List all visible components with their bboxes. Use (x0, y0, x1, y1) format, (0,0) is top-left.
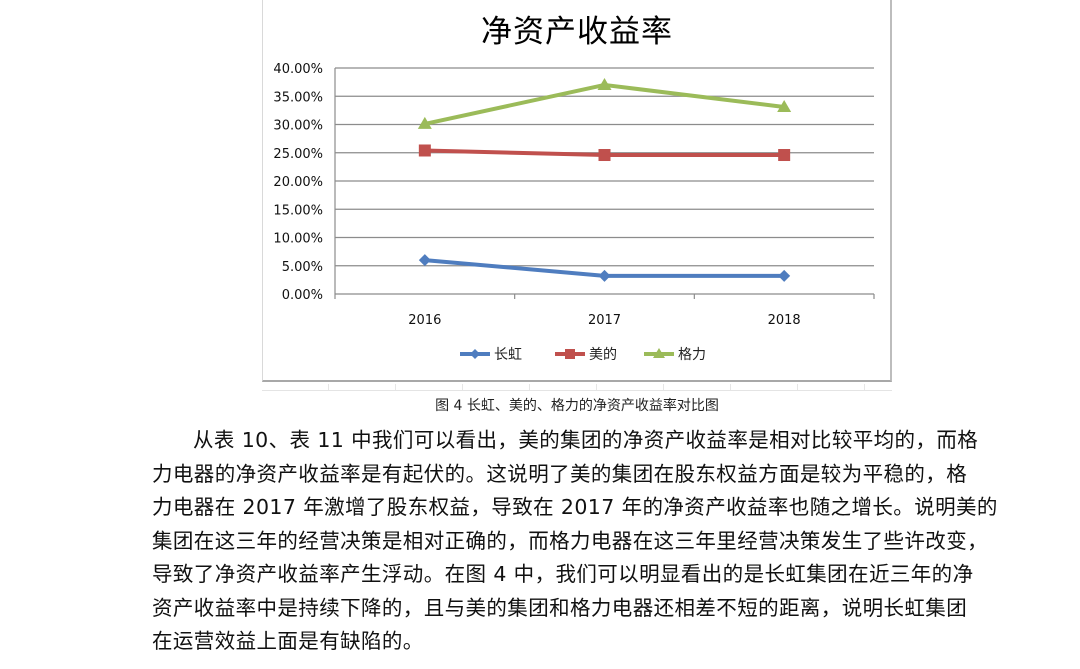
paragraph-line: 导致了净资产收益率产生浮动。在图 4 中，我们可以明显看出的是长虹集团在近三年的… (152, 562, 974, 586)
series-美的 (418, 144, 791, 162)
line-chart: 0.00% 5.00% 10.00% 15.00% 20.00% 25.00% 30.00%… (273, 62, 875, 363)
y-tick-label: 30.00% (273, 119, 323, 134)
paragraph-line: 集团在这三年的经营决策是相对正确的，而格力电器在这三年里经营决策发生了些许改变， (152, 528, 988, 553)
square-marker-icon (778, 149, 791, 162)
x-tick-label: 2018 (768, 313, 801, 328)
x-tick-label: 2016 (408, 313, 441, 328)
diamond-marker-icon (470, 349, 480, 359)
series-格力 (417, 77, 792, 129)
square-marker-icon (418, 144, 431, 157)
diamond-marker-icon (778, 269, 791, 282)
y-tick-label: 10.00% (273, 232, 323, 247)
triangle-marker-icon (417, 116, 432, 129)
triangle-marker-icon (597, 77, 612, 90)
y-tick-label: 5.00% (282, 260, 323, 275)
paragraph-line: 在运营效益上面是有缺陷的。 (152, 629, 424, 653)
paragraph-line: 力电器的净资产收益率是有起伏的。这说明了美的集团在股东权益方面是较为平稳的，格 (152, 461, 968, 486)
diamond-marker-icon (418, 254, 431, 267)
x-tick-label: 2017 (588, 313, 621, 328)
square-marker-icon (565, 349, 575, 359)
y-tick-label: 35.00% (273, 90, 323, 105)
legend-label: 长虹 (494, 347, 522, 363)
legend-label: 美的 (589, 347, 617, 363)
paragraph-line: 力电器在 2017 年激增了股东权益，导致在 2017 年的净资产收益率也随之增… (152, 495, 998, 519)
legend-item: 格力 (644, 347, 706, 363)
y-tick-label: 40.00% (273, 62, 323, 77)
paragraph-line: 资产收益率中是持续下降的，且与美的集团和格力电器还相差不短的距离，说明长虹集团 (152, 595, 968, 620)
chart-frame (262, 0, 892, 382)
legend-item: 长虹 (460, 347, 522, 363)
chart-title: 净资产收益率 (481, 14, 673, 50)
y-tick-label: 25.00% (273, 147, 323, 162)
triangle-marker-icon (777, 99, 792, 112)
series-长虹 (418, 254, 791, 282)
y-tick-label: 0.00% (282, 288, 323, 303)
paragraph-line: 从表 10、表 11 中我们可以看出，美的集团的净资产收益率是相对比较平均的，而… (193, 428, 979, 452)
triangle-marker-icon (653, 348, 665, 358)
y-tick-label: 15.00% (273, 203, 323, 218)
series-line (424, 82, 785, 126)
body-paragraph: 从表 10、表 11 中我们可以看出，美的集团的净资产收益率是相对比较平均的，而… (152, 424, 1022, 659)
table-grid-strip (262, 384, 892, 391)
diamond-marker-icon (598, 269, 611, 282)
figure-caption: 图 4 长虹、美的、格力的净资产收益率对比图 (435, 398, 719, 414)
y-tick-label: 20.00% (273, 175, 323, 190)
legend-item: 美的 (555, 347, 617, 363)
square-marker-icon (598, 149, 611, 162)
legend-label: 格力 (678, 347, 706, 363)
